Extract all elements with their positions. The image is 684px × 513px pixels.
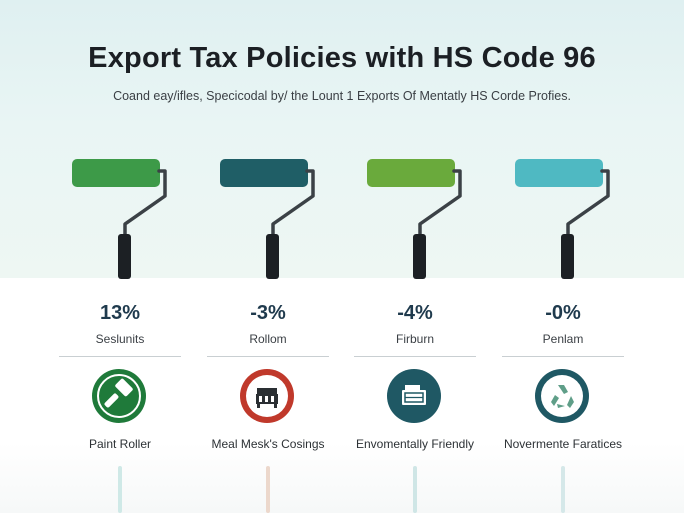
- stem-line: [413, 466, 417, 513]
- box-icon: [386, 368, 442, 424]
- policy-column-2: -3% Rollom Meal Mesk's Cosings: [193, 0, 343, 513]
- policy-column-3: -4% Firburn Envomentally Friendly: [340, 0, 490, 513]
- paint-roller-icon: [367, 159, 462, 279]
- stem-line: [266, 466, 270, 513]
- paint-roller-icon: [515, 159, 610, 279]
- policy-label: Rollom: [249, 332, 287, 346]
- policy-column-1: 13% Seslunits Paint Roller: [45, 0, 195, 513]
- category-caption: Novermente Faratices: [503, 437, 623, 451]
- divider: [59, 356, 181, 357]
- hammer-icon: [91, 368, 147, 424]
- top-background: [0, 0, 684, 278]
- divider: [502, 356, 624, 357]
- toolbox-icon: [239, 368, 295, 424]
- page-subtitle: Coand eay/ifles, Specicodal by/ the Loun…: [113, 89, 571, 103]
- tax-percent: -4%: [397, 302, 433, 324]
- category-caption: Paint Roller: [88, 437, 152, 451]
- page-title: Export Tax Policies with HS Code 96: [88, 42, 596, 74]
- divider: [354, 356, 476, 357]
- tax-percent: -0%: [545, 302, 581, 324]
- policy-label: Firburn: [395, 332, 434, 346]
- recycle-icon: [534, 368, 590, 424]
- paint-roller-icon: [220, 159, 315, 279]
- category-caption: Envomentally Friendly: [355, 437, 475, 451]
- divider: [207, 356, 329, 357]
- policy-label: Seslunits: [95, 332, 145, 346]
- policy-label: Penlam: [542, 332, 584, 346]
- tax-percent: 13%: [99, 302, 141, 324]
- stem-line: [561, 466, 565, 513]
- stem-line: [118, 466, 122, 513]
- category-caption: Meal Mesk's Cosings: [211, 437, 325, 451]
- tax-percent: -3%: [250, 302, 286, 324]
- policy-column-4: -0% Penlam Novermente Faratices: [488, 0, 638, 513]
- paint-roller-icon: [72, 159, 167, 279]
